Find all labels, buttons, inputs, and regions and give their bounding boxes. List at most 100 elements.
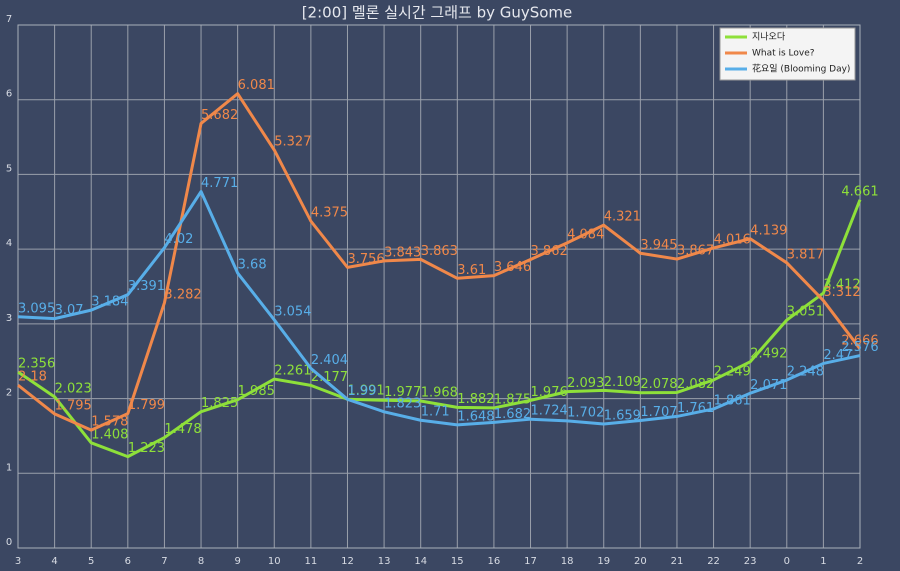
data-label: 2.249 (714, 364, 751, 379)
y-tick-label: 6 (6, 89, 12, 100)
data-label: 4.771 (201, 176, 238, 191)
data-label: 4.016 (714, 232, 751, 247)
data-label: 3.07 (55, 303, 84, 318)
data-label: 2.356 (18, 356, 55, 371)
data-label: 1.976 (531, 385, 568, 400)
y-tick-label: 1 (6, 462, 12, 473)
data-label: 3.867 (677, 244, 714, 259)
data-label: 2.071 (750, 378, 787, 393)
data-label: 1.799 (128, 398, 165, 413)
data-label: 1.977 (384, 385, 421, 400)
data-label: 3.646 (494, 260, 531, 275)
x-tick-label: 1 (820, 556, 826, 567)
data-label: 4.661 (841, 184, 878, 199)
x-tick-label: 9 (234, 556, 240, 567)
series-line (17, 190, 861, 427)
x-tick-label: 7 (161, 556, 167, 567)
legend-label: What is Love? (752, 49, 815, 59)
x-tick-label: 5 (88, 556, 94, 567)
data-label: 1.478 (164, 422, 201, 437)
plot-frame (17, 24, 861, 549)
data-label: 4.321 (604, 210, 641, 225)
data-label: 1.861 (714, 393, 751, 408)
data-label: 2.47 (823, 348, 852, 363)
data-label: 1.223 (128, 441, 165, 456)
legend-label: 花요일 (Blooming Day) (752, 63, 850, 75)
data-label: 1.659 (604, 409, 641, 424)
data-label: 3.312 (823, 285, 860, 300)
data-label: 4.139 (750, 223, 787, 238)
data-label: 1.702 (567, 405, 604, 420)
y-tick-label: 3 (6, 313, 12, 324)
x-tick-label: 21 (671, 556, 684, 567)
data-label: 2.109 (604, 375, 641, 390)
data-label: 2.082 (677, 377, 714, 392)
data-label: 2.576 (841, 340, 878, 355)
x-tick-label: 18 (561, 556, 574, 567)
y-tick-label: 4 (6, 238, 12, 249)
data-label: 2.078 (640, 377, 677, 392)
data-label: 2.093 (567, 376, 604, 391)
data-label: 2.404 (311, 353, 348, 368)
data-label: 1.578 (91, 415, 128, 430)
data-label: 1.882 (457, 392, 494, 407)
x-tick-label: 12 (341, 556, 354, 567)
data-label: 1.99 (347, 384, 376, 399)
x-tick-label: 14 (414, 556, 427, 567)
data-label: 3.945 (640, 238, 677, 253)
series-line (17, 92, 862, 432)
x-tick-label: 13 (378, 556, 391, 567)
data-label: 5.327 (274, 134, 311, 149)
x-tick-label: 19 (597, 556, 610, 567)
data-label: 1.648 (457, 409, 494, 424)
data-label: 1.825 (201, 396, 238, 411)
x-tick-label: 16 (488, 556, 501, 567)
legend-label: 지나오다 (752, 32, 786, 43)
x-tick-label: 2 (857, 556, 863, 567)
data-label: 3.756 (347, 252, 384, 267)
data-label: 1.682 (494, 407, 531, 422)
data-label: 2.248 (787, 365, 824, 380)
data-label: 2.18 (18, 370, 47, 385)
data-label: 3.863 (421, 244, 458, 259)
data-label: 3.412 (823, 278, 860, 293)
data-label: 3.391 (128, 279, 165, 294)
data-label: 6.081 (238, 78, 275, 93)
data-label: 3.68 (238, 258, 267, 273)
data-label: 3.61 (457, 263, 486, 278)
data-label: 1.71 (421, 405, 450, 420)
data-label: 1.991 (347, 384, 384, 399)
data-label: 2.492 (750, 346, 787, 361)
data-label: 3.282 (164, 287, 201, 302)
data-label: 1.823 (384, 396, 421, 411)
data-label: 4.084 (567, 227, 604, 242)
data-label: 1.724 (531, 404, 568, 419)
data-label: 3.862 (531, 244, 568, 259)
data-label: 3.054 (274, 304, 311, 319)
chart-title: [2:00] 멜론 실시간 그래프 by GuySome (302, 4, 573, 22)
data-label: 2.177 (311, 370, 348, 385)
data-label: 1.985 (238, 384, 275, 399)
data-label: 1.761 (677, 401, 714, 416)
data-label: 1.795 (55, 398, 92, 413)
y-tick-label: 2 (6, 388, 12, 399)
series-line (17, 199, 862, 459)
x-tick-label: 15 (451, 556, 464, 567)
data-label: 2.261 (274, 364, 311, 379)
y-tick-label: 7 (6, 14, 12, 25)
data-label: 1.707 (640, 405, 677, 420)
data-label: 1.968 (421, 385, 458, 400)
x-tick-label: 23 (744, 556, 757, 567)
legend: 지나오다 What is Love? 花요일 (Blooming Day) (719, 27, 856, 81)
data-label: 2.023 (55, 381, 92, 396)
x-tick-label: 17 (524, 556, 537, 567)
data-label: 1.408 (91, 427, 128, 442)
x-tick-label: 8 (198, 556, 204, 567)
data-label: 1.875 (494, 392, 531, 407)
x-tick-label: 10 (268, 556, 281, 567)
data-label: 5.682 (201, 108, 238, 123)
x-tick-label: 20 (634, 556, 647, 567)
data-label: 3.095 (18, 301, 55, 316)
